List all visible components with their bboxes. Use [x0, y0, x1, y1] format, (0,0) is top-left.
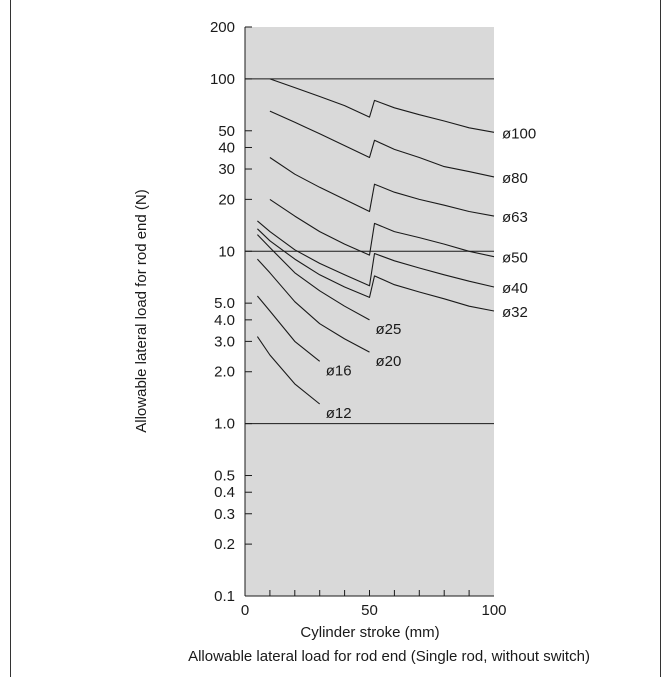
x-tick-label: 0 — [241, 602, 249, 619]
chart-title: Allowable lateral load for rod end (Sing… — [188, 648, 590, 665]
series-label: ø25 — [376, 321, 402, 338]
series-label: ø40 — [502, 280, 528, 297]
y-tick-label: 40 — [218, 139, 235, 156]
series-line — [269, 198, 495, 258]
series-line — [256, 295, 321, 362]
series-line — [257, 220, 495, 288]
y-tick-label: 30 — [218, 161, 235, 178]
series-label: ø32 — [502, 304, 528, 321]
x-tick-label: 100 — [481, 602, 506, 619]
series-line — [256, 258, 370, 353]
series-line — [269, 110, 495, 178]
series-label: ø50 — [502, 250, 528, 267]
y-tick-label: 0.4 — [214, 484, 235, 501]
y-tick-label: 10 — [218, 243, 235, 260]
x-axis-label: Cylinder stroke (mm) — [300, 624, 439, 641]
y-tick-label: 0.5 — [214, 468, 235, 485]
series-label: ø12 — [326, 405, 352, 422]
y-tick-label: 20 — [218, 191, 235, 208]
series-line — [257, 234, 370, 321]
y-tick-label: 5.0 — [214, 295, 235, 312]
series-label: ø20 — [376, 353, 402, 370]
y-tick-label: 0.3 — [214, 506, 235, 523]
y-tick-label: 0.1 — [214, 588, 235, 605]
series-label: ø16 — [326, 362, 352, 379]
y-axis-label: Allowable lateral load for rod end (N) — [133, 189, 150, 432]
y-tick-label: 0.2 — [214, 536, 235, 553]
series-label: ø100 — [502, 125, 536, 142]
series-label: ø80 — [502, 170, 528, 187]
x-tick-label: 50 — [361, 602, 378, 619]
series-line — [256, 336, 321, 405]
series-line — [257, 228, 495, 312]
series-label: ø63 — [502, 209, 528, 226]
y-tick-label: 3.0 — [214, 333, 235, 350]
y-tick-label: 2.0 — [214, 364, 235, 381]
y-tick-label: 200 — [210, 19, 235, 36]
plot-area — [245, 27, 494, 596]
y-tick-label: 100 — [210, 71, 235, 88]
y-tick-label: 50 — [218, 123, 235, 140]
series-line — [269, 157, 495, 217]
y-tick-label: 4.0 — [214, 312, 235, 329]
y-tick-label: 1.0 — [214, 416, 235, 433]
series-line — [269, 78, 495, 133]
